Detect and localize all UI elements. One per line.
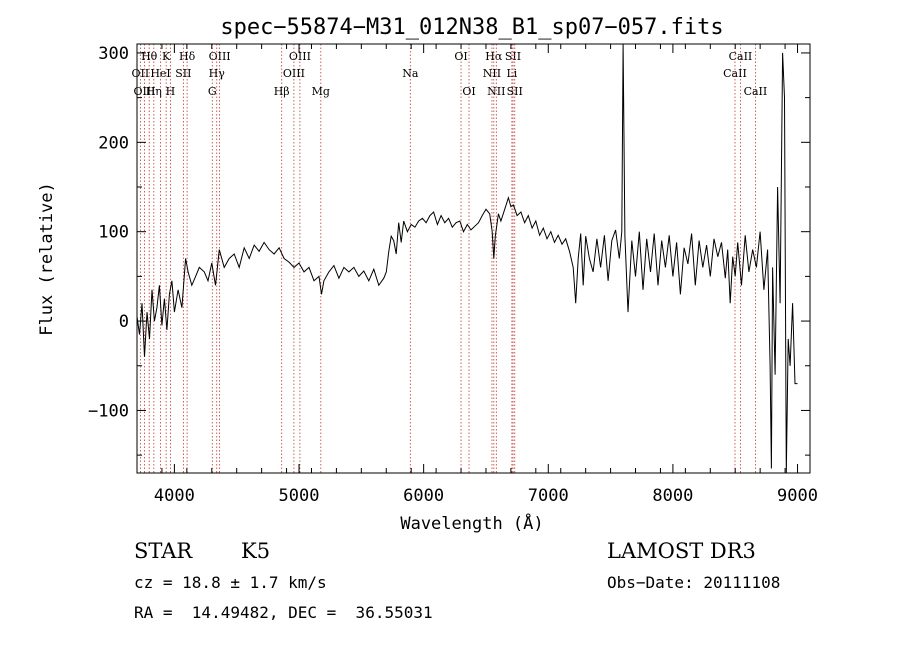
spectral-line-label: CaII	[729, 50, 753, 63]
y-tick-label: 200	[98, 133, 129, 153]
spectral-line-label: OIII	[283, 67, 305, 80]
spectral-line-label: OIII	[133, 85, 155, 98]
spectral-line-label: OII	[132, 67, 150, 80]
y-tick-label: 300	[98, 44, 129, 64]
coordinates: RA = 14.49482, DEC = 36.55031	[134, 603, 433, 622]
object-subclass: K5	[241, 539, 271, 563]
object-class: STAR	[134, 539, 193, 563]
spectral-line-label: CaII	[744, 85, 768, 98]
y-axis-label: Flux (relative)	[37, 182, 57, 336]
plot-frame	[136, 43, 811, 474]
spectral-line-label: SII	[507, 85, 523, 98]
x-tick-label: 7000	[528, 486, 569, 506]
spectral-line-label: HeI	[150, 67, 170, 80]
spectral-line-label: G	[208, 85, 217, 98]
survey-name: LAMOST DR3	[607, 539, 756, 563]
spectral-line-label: SII	[175, 67, 191, 80]
spectral-line-label: SII	[505, 50, 521, 63]
spectral-line-label: Li	[506, 67, 517, 80]
spectral-line-label: OI	[454, 50, 467, 63]
series-layer	[137, 44, 798, 473]
spectral-line-label: NII	[483, 67, 501, 80]
spectral-line-label: Hη	[146, 85, 162, 98]
x-tick-label: 8000	[652, 486, 693, 506]
spectral-line-label: OIII	[209, 50, 231, 63]
obs-date: Obs−Date: 20111108	[607, 573, 781, 592]
spectral-line-label: OIII	[289, 50, 311, 63]
y-tick-label: −100	[88, 401, 129, 421]
x-tick-label: 4000	[154, 486, 195, 506]
spectral-line-label: CaII	[723, 67, 747, 80]
spectral-line-label: Hβ	[274, 85, 290, 98]
x-axis-label: Wavelength (Å)	[400, 512, 543, 534]
flux-series-line	[137, 44, 798, 473]
spectral-line-label: Hγ	[209, 67, 226, 80]
y-tick-label: 100	[98, 223, 129, 243]
spectral-line-label: Hθ	[141, 50, 158, 63]
spectral-line-label: NII	[487, 85, 505, 98]
spectral-line-label: H	[166, 85, 176, 98]
x-tick-label: 5000	[279, 486, 320, 506]
spectral-line-label: K	[162, 50, 171, 63]
x-tick-label: 6000	[403, 486, 444, 506]
axes-layer: 4000 5000 6000 7000 8000 9000 −100 0 100 200 300	[88, 44, 818, 506]
chart-title: spec−55874−M31_012N38_B1_sp07−057.fits	[220, 15, 723, 40]
y-tick-label: 0	[119, 312, 129, 332]
spectral-line-label: Hδ	[179, 50, 196, 63]
spectral-line-label: Mg	[312, 85, 330, 98]
spectral-line-label: Na	[402, 67, 419, 80]
redshift-text: cz = 18.8 ± 1.7 km/s	[134, 573, 327, 592]
x-tick-label: 9000	[777, 486, 818, 506]
spectral-line-label: OI	[462, 85, 475, 98]
spectral-line-label: Hα	[485, 50, 503, 63]
